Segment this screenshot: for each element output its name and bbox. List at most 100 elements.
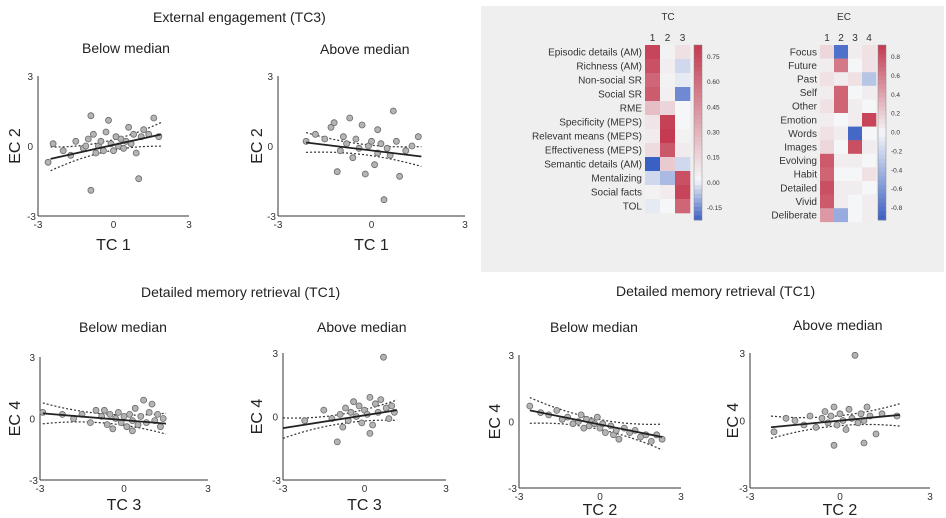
heatmap-2-cell: [862, 72, 877, 87]
panel-3-point: [120, 412, 128, 420]
heatmap-1-colorbar-segment: [694, 58, 702, 63]
panel-6-point: [791, 417, 799, 424]
panel-6-ytick-mid: 0: [739, 417, 745, 428]
heatmap-1-row-label: RME: [620, 104, 643, 115]
panel-2-fit-line: [305, 141, 422, 158]
panel-4-ytick-mid: 0: [272, 413, 278, 424]
panel-6-fit-line: [770, 413, 901, 429]
heatmap-2-colorbar-tick: 0.6: [891, 73, 900, 80]
heatmap-2-colorbar-segment: [878, 189, 886, 195]
heatmap-1-colorbar-segment: [694, 80, 702, 85]
panel-1-point: [105, 116, 112, 124]
heatmap-2-cell: [862, 126, 877, 141]
heatmap-2-colorbar-segment: [878, 128, 886, 133]
heatmap-2-cell: [862, 58, 877, 73]
panel-1-point: [100, 147, 107, 155]
panel-6-point: [860, 439, 868, 447]
panel-2-point: [364, 142, 372, 150]
panel-3-ytick-mid: 0: [29, 415, 35, 426]
heatmap-2-row-label: Emotion: [780, 115, 817, 126]
heatmap-2-cell: [862, 113, 877, 127]
panel-5-ytick-top: 3: [508, 351, 514, 362]
panel-4-point: [350, 398, 358, 406]
panel-6-point: [851, 351, 859, 359]
panel-2-ytick-top: 3: [267, 72, 273, 83]
panel-1-point: [87, 186, 95, 194]
panel-2-point: [311, 130, 319, 138]
heatmap-2-colorbar-segment: [878, 211, 886, 217]
heatmap-2-colorbar-segment: [878, 150, 886, 155]
panel-6-point: [827, 412, 835, 420]
heatmap-1-colorbar-segment: [694, 106, 702, 112]
heatmap-1-cell: [660, 73, 676, 88]
heatmap-2-cell: [834, 126, 849, 141]
panel-1-point: [90, 130, 97, 138]
panel-title-3: Below median: [79, 319, 167, 335]
heatmap-2-cell: [820, 126, 835, 141]
heatmap-2-cell: [862, 194, 877, 209]
panel-6-point: [818, 414, 826, 422]
panel-5-xtick-left: -3: [515, 492, 524, 503]
heatmap-2-colorbar-segment: [878, 145, 886, 151]
heatmap-1-colorbar-segment: [694, 110, 702, 116]
panel-1-point: [120, 144, 127, 152]
panel-1-point: [92, 149, 100, 157]
panel-4-point: [358, 419, 366, 427]
panel-1-point: [59, 147, 67, 155]
heatmap-2-row-label: Detailed: [780, 183, 817, 194]
heatmap-2-cell: [848, 194, 863, 209]
heatmap-2-colorbar-tick: 0.0: [891, 130, 900, 137]
heatmap-2-cell: [820, 167, 835, 182]
panel-3-point: [128, 427, 136, 435]
panel-3-point: [145, 408, 153, 416]
heatmap-1-colorbar-tick: 0.75: [707, 54, 720, 61]
heatmap-2-colorbar-segment: [878, 202, 886, 208]
panel-6-ci-upper: [770, 403, 901, 419]
panel-3-point: [115, 408, 122, 416]
heatmap-2-colorbar-tick: -0.8: [891, 205, 903, 212]
heatmap-1-cell: [660, 199, 676, 214]
heatmap-2-cell: [834, 181, 849, 195]
panel-title-1: Below median: [82, 40, 170, 56]
heatmap-2-col-label: 3: [852, 33, 858, 44]
heatmap-2-colorbar-segment: [878, 215, 886, 221]
panel-3-point: [92, 406, 100, 414]
heatmap-2-col-label: 2: [838, 33, 844, 44]
heatmap-1-colorbar-segment: [694, 202, 702, 208]
heatmap-1-colorbar-tick: 0.45: [707, 104, 720, 111]
panel-1-point: [140, 126, 148, 134]
heatmap-2-colorbar-segment: [878, 180, 886, 186]
heatmap-2-colorbar-segment: [878, 93, 886, 98]
panel-3-xlabel: TC 3: [107, 497, 142, 514]
panel-2-point: [377, 140, 385, 148]
panel-5-ytick-mid: 0: [508, 418, 514, 429]
panel-title-2: Above median: [320, 41, 410, 57]
panel-3-point: [156, 423, 164, 431]
panel-3-point: [103, 421, 111, 429]
heatmap-1-colorbar-segment: [694, 66, 702, 72]
panel-4-point: [355, 402, 363, 410]
heatmap-1-colorbar-segment: [694, 119, 702, 125]
heatmap-2-cell: [862, 153, 877, 168]
heatmap-2-cell: [820, 181, 835, 195]
panel-1-point: [44, 158, 52, 166]
panel-4-point: [369, 421, 377, 429]
panel-1-point: [125, 123, 133, 131]
panel-2-ytick-bottom: -3: [267, 212, 276, 223]
panel-1-xtick-mid: 0: [111, 220, 117, 231]
heatmap-1-cell: [675, 171, 691, 186]
heatmap-1-colorbar-segment: [694, 141, 702, 147]
panel-1-ytick-mid: 0: [27, 142, 33, 153]
panel-6-point: [854, 419, 862, 427]
heatmap-1-colorbar-segment: [694, 176, 702, 182]
heatmap-2-cell: [820, 58, 835, 73]
heatmap-2-colorbar-segment: [878, 75, 886, 81]
panel-6-xlabel: TC 2: [823, 502, 858, 518]
heatmap-2-colorbar-tick: -0.6: [891, 186, 903, 193]
panel-2-xtick-mid: 0: [369, 220, 375, 231]
heatmap-2-row-label: Other: [792, 102, 818, 113]
panel-3-point: [39, 408, 47, 416]
panel-3-point: [87, 419, 94, 427]
panel-5-fit-line: [529, 409, 663, 438]
heatmap-2-row-label: Evolving: [779, 156, 817, 167]
